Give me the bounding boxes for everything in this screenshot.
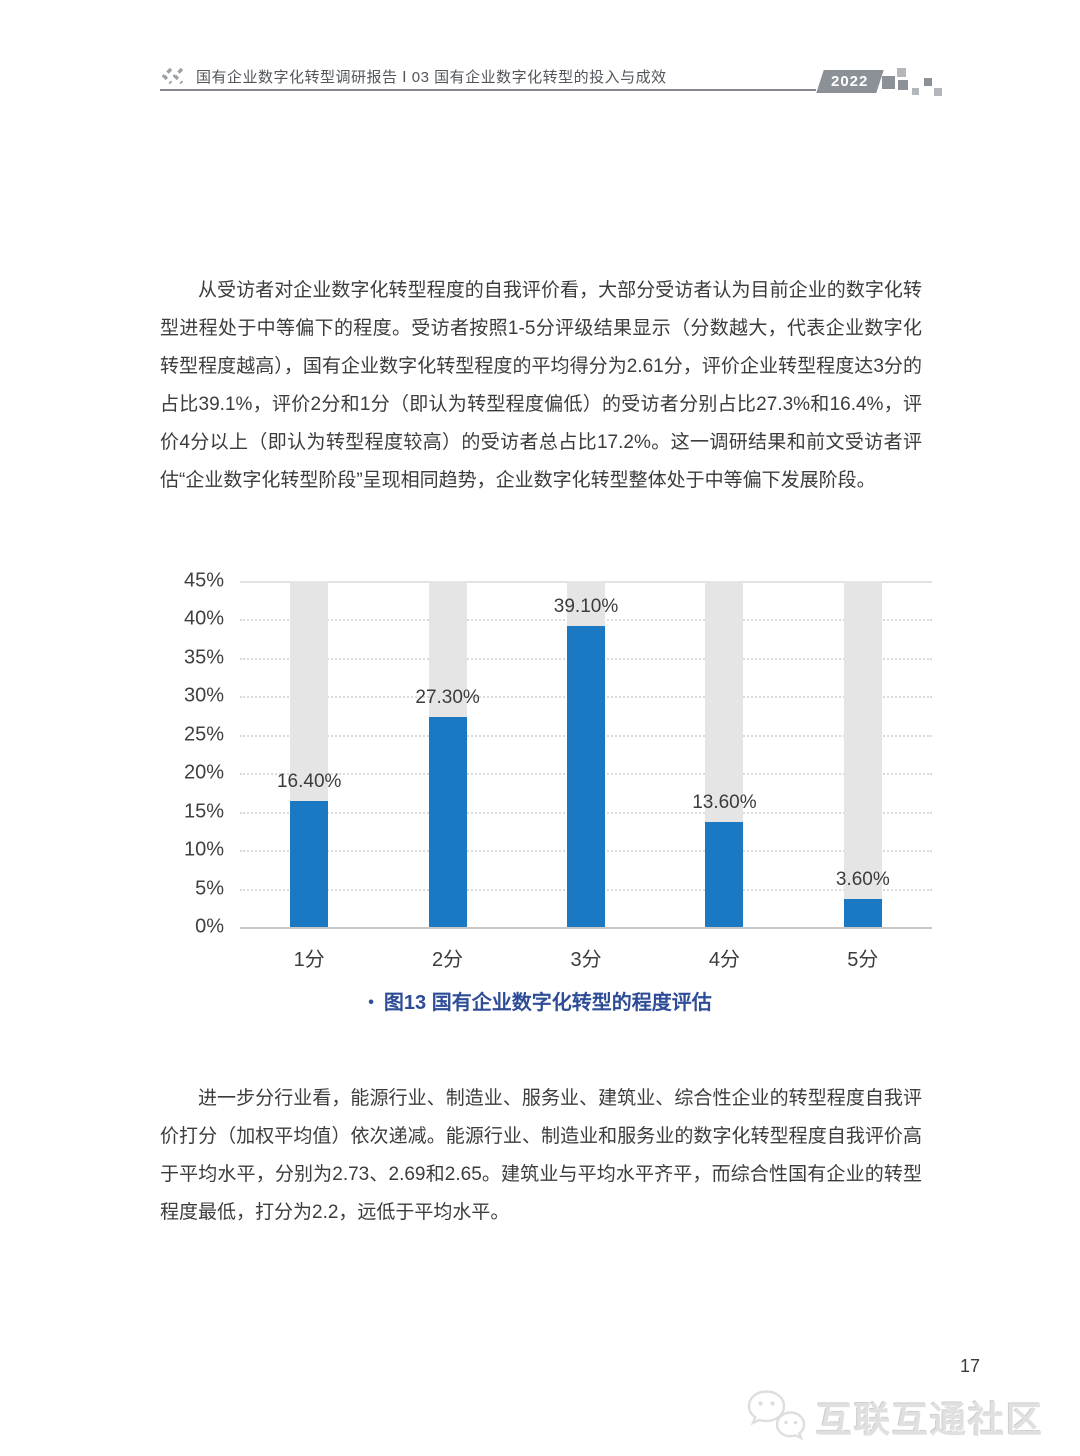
bar-track: 27.30% <box>415 581 480 927</box>
x-axis-label-5分: 5分 <box>847 949 879 971</box>
chart-columns: 16.40% 27.30% 39.10% 13.60% 3.60% <box>240 581 932 927</box>
gridline-0 <box>240 927 932 929</box>
bar-value-label: 13.60% <box>692 792 757 814</box>
bar-track: 3.60% <box>836 581 890 927</box>
bar-5分 <box>843 899 882 927</box>
chart-column-4分: 13.60% <box>655 581 793 927</box>
bar-2分 <box>428 717 467 927</box>
bar-value-label: 39.10% <box>553 596 619 618</box>
y-axis-tick-10: 10% <box>183 838 224 861</box>
y-axis-tick-35: 35% <box>183 646 224 669</box>
y-axis-tick-20: 20% <box>183 761 224 784</box>
y-axis-tick-5: 5% <box>195 877 224 900</box>
x-axis-label-4分: 4分 <box>708 949 740 971</box>
y-axis-tick-30: 30% <box>183 684 224 707</box>
chart-column-3分: 39.10% <box>517 581 655 927</box>
bar-value-label: 16.40% <box>276 770 342 792</box>
page-number: 17 <box>960 1356 981 1376</box>
watermark: 互联互通社区 <box>746 1388 1044 1445</box>
caption-text: 图13 国有企业数字化转型的程度评估 <box>383 992 712 1014</box>
bar-1分 <box>290 800 329 927</box>
watermark-text: 互联互通社区 <box>815 1398 1044 1440</box>
chart-column-1分: 16.40% <box>240 581 378 927</box>
chart-plot-area: 16.40% 27.30% 39.10% 13.60% 3.60% <box>240 581 932 929</box>
y-axis-tick-0: 0% <box>195 915 224 938</box>
chart-x-axis: 1分 2分 3分 4分 5分 <box>240 943 932 972</box>
bar-track: 13.60% <box>692 581 757 927</box>
year-badge-label: 2022 <box>831 73 869 90</box>
y-axis-tick-25: 25% <box>183 723 224 746</box>
x-axis-label-3分: 3分 <box>570 949 602 971</box>
bar-chart-figure-13: 0% 5% 10% 15% 20% 25% 30% 35% 40% 45% 16.40% 27.30… <box>160 570 932 972</box>
bar-value-label: 27.30% <box>415 687 480 709</box>
chart-y-axis: 0% 5% 10% 15% 20% 25% 30% 35% 40% 45% <box>160 570 240 938</box>
bar-track: 16.40% <box>277 581 341 927</box>
pixel-mosaic-decoration <box>882 64 942 100</box>
x-axis-label-1分: 1分 <box>293 949 325 971</box>
body-paragraph-2: 进一步分行业看，能源行业、制造业、服务业、建筑业、综合性企业的转型程度自我评价打… <box>160 1088 922 1223</box>
figure-caption: • 图13 国有企业数字化转型的程度评估 <box>0 986 1080 1015</box>
bar-value-label: 3.60% <box>835 869 890 891</box>
year-badge: 2022 <box>816 70 884 93</box>
chart-column-5分: 3.60% <box>794 581 932 927</box>
header-divider <box>160 89 816 91</box>
bar-4分 <box>705 822 744 927</box>
y-axis-tick-45: 45% <box>183 569 224 592</box>
double-chevron-left-icon <box>160 66 186 86</box>
y-axis-tick-40: 40% <box>183 607 224 630</box>
caption-bullet: • <box>368 994 374 1011</box>
body-paragraph-1: 从受访者对企业数字化转型程度的自我评价看，大部分受访者认为目前企业的数字化转型进… <box>160 280 922 491</box>
bar-3分 <box>567 626 606 927</box>
chart-column-2分: 27.30% <box>378 581 516 927</box>
wechat-bubbles-icon <box>746 1388 808 1445</box>
x-axis-label-2分: 2分 <box>432 949 464 971</box>
bar-track: 39.10% <box>554 581 618 927</box>
page-header: 国有企业数字化转型调研报告 Ⅰ 03 国有企业数字化转型的投入与成效 <box>160 62 940 90</box>
header-title: 国有企业数字化转型调研报告 Ⅰ 03 国有企业数字化转型的投入与成效 <box>196 68 667 86</box>
y-axis-tick-15: 15% <box>183 800 224 823</box>
